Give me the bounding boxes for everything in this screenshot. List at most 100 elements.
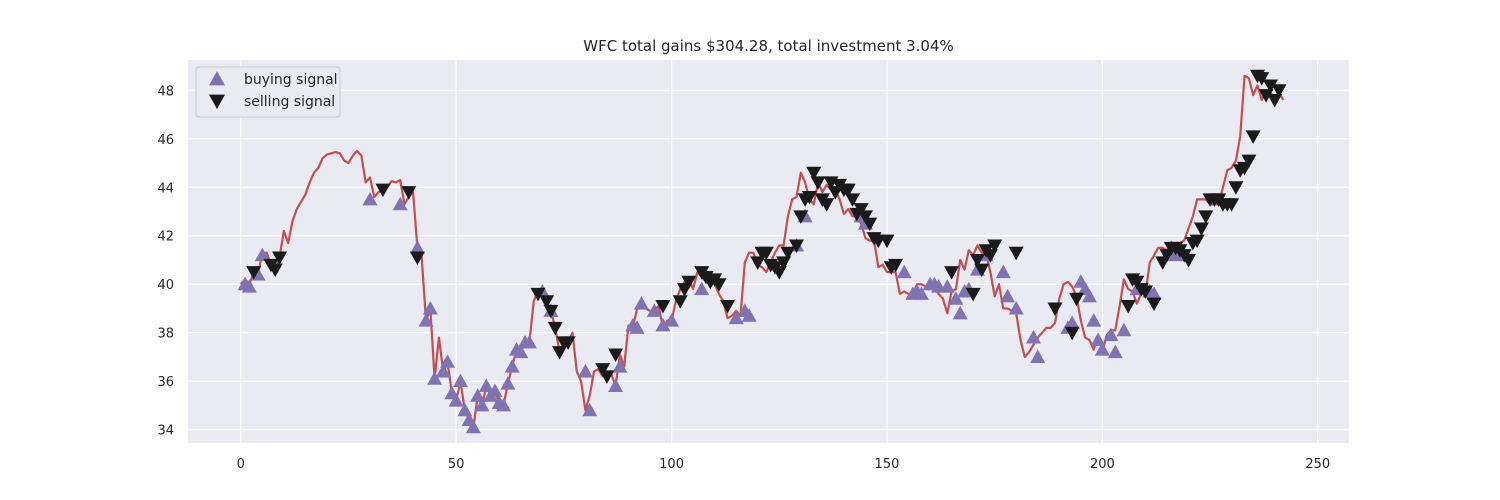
sell-marker	[1189, 234, 1205, 249]
buy-marker	[478, 378, 494, 393]
buy-marker	[448, 393, 464, 407]
sell-marker	[771, 266, 787, 280]
buy-marker	[1086, 313, 1102, 327]
buy-marker	[409, 240, 425, 254]
sell-marker	[539, 295, 555, 309]
sell-marker	[840, 183, 856, 198]
buy-marker	[612, 359, 628, 373]
buy-marker	[577, 363, 593, 378]
buy-marker	[440, 354, 456, 368]
sell-marker	[560, 336, 576, 350]
sell-marker	[409, 251, 425, 266]
buy-marker	[487, 383, 503, 397]
sell-marker	[862, 217, 878, 232]
sell-marker	[1120, 300, 1136, 314]
sell-marker	[974, 263, 990, 278]
buy-marker	[1025, 330, 1041, 344]
tick-labels: 0 50 100 150 200 250 34 36 38 40 42 44 46 48	[157, 84, 1330, 472]
sell-marker	[1181, 253, 1197, 268]
y-tick-label: 38	[157, 327, 174, 342]
sell-marker	[853, 203, 869, 217]
x-tick-label: 0	[237, 457, 245, 472]
buy-marker	[582, 402, 598, 417]
buy-marker	[1103, 327, 1119, 342]
buy-marker	[241, 279, 257, 293]
buy-marker	[500, 376, 516, 390]
y-tick-label: 44	[157, 181, 174, 196]
legend-sell-label: selling signal	[244, 94, 335, 110]
sell-marker	[969, 253, 985, 268]
sell-marker	[1129, 275, 1145, 290]
selling-signal-markers	[246, 69, 1287, 384]
sell-marker	[1064, 326, 1080, 341]
sell-marker	[1228, 181, 1244, 195]
sell-marker	[1224, 198, 1240, 212]
sell-marker	[552, 346, 568, 360]
buy-marker	[1146, 286, 1162, 300]
sell-marker	[1254, 72, 1270, 86]
y-tick-label: 34	[157, 424, 174, 439]
y-tick-label: 36	[157, 375, 174, 390]
buy-marker	[896, 264, 912, 279]
buy-marker	[392, 196, 408, 211]
sell-marker	[1198, 210, 1214, 224]
sell-marker	[776, 256, 792, 270]
sell-marker	[810, 176, 826, 190]
buy-marker	[995, 264, 1011, 279]
x-tick-label: 50	[448, 457, 465, 472]
sell-marker	[879, 234, 895, 249]
sell-marker	[543, 304, 559, 319]
buy-marker	[435, 363, 451, 378]
buy-marker	[521, 334, 537, 349]
buy-marker	[952, 305, 968, 320]
grid	[188, 60, 1349, 443]
sell-marker	[1146, 297, 1162, 312]
buy-marker	[939, 279, 955, 293]
sell-marker	[720, 300, 736, 314]
buy-marker	[629, 320, 645, 334]
buy-marker	[457, 402, 473, 417]
sell-marker	[375, 183, 391, 198]
buy-marker	[741, 308, 757, 322]
sell-marker	[267, 263, 283, 278]
buy-marker	[1064, 315, 1080, 330]
sell-marker	[547, 321, 563, 336]
sell-marker	[1193, 222, 1209, 236]
sell-marker	[750, 256, 766, 270]
legend-box	[195, 66, 341, 118]
y-tick-label: 40	[157, 278, 174, 293]
legend-sell-marker	[209, 94, 225, 109]
y-tick-label: 46	[157, 133, 174, 148]
buy-marker	[418, 313, 434, 327]
legend-buy-label: buying signal	[244, 72, 338, 88]
buy-marker	[254, 247, 270, 262]
sell-marker	[672, 295, 688, 309]
sell-marker	[789, 239, 805, 253]
buy-marker	[1000, 288, 1016, 303]
buy-marker	[496, 397, 512, 412]
sell-marker	[857, 210, 873, 224]
sell-marker	[711, 278, 727, 292]
buy-marker	[948, 291, 964, 305]
buy-marker	[470, 388, 486, 402]
sell-marker	[530, 287, 546, 302]
sell-marker	[1271, 84, 1287, 98]
buy-marker	[504, 359, 520, 373]
sell-marker	[1258, 89, 1274, 103]
sell-marker	[599, 370, 615, 384]
buy-marker	[422, 300, 438, 315]
y-tick-label: 42	[157, 230, 174, 245]
sell-marker	[1267, 93, 1283, 108]
buy-marker	[1081, 288, 1097, 303]
buy-marker	[452, 373, 468, 388]
sell-marker	[845, 193, 861, 207]
buy-marker	[633, 296, 649, 310]
sell-marker	[819, 198, 835, 212]
buy-marker	[1094, 342, 1110, 356]
buy-marker	[913, 286, 929, 300]
buy-marker	[1107, 344, 1123, 359]
buy-marker	[664, 313, 680, 327]
sell-marker	[1241, 154, 1257, 169]
sell-marker	[1069, 292, 1085, 307]
